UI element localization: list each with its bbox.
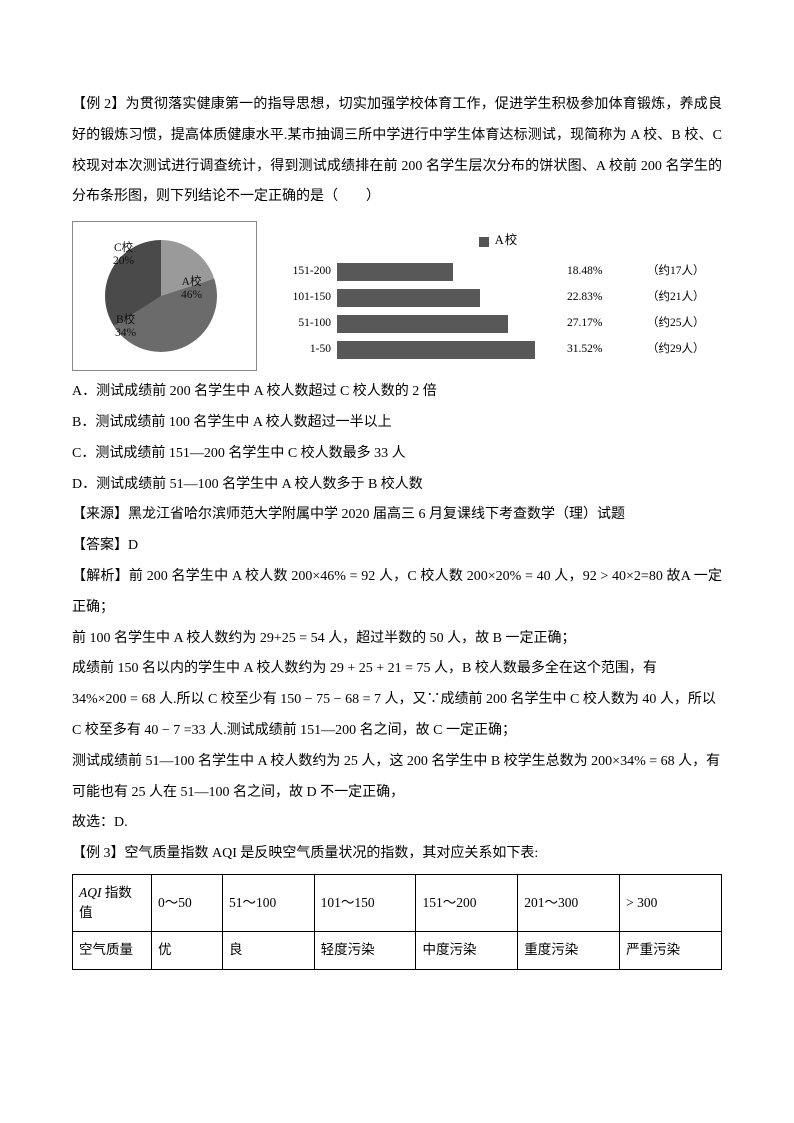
answer-line: 【答案】D <box>72 531 722 562</box>
charts-row: C校20% A校46% B校34% A校 151-200 18.48% （约17… <box>72 221 722 371</box>
bar-row: 1-50 31.52% （约29人） <box>275 339 722 361</box>
bar-rows: 151-200 18.48% （约17人） 101-150 22.83% （约2… <box>275 261 722 361</box>
option-c: C．测试成绩前 151—200 名学生中 C 校人数最多 33 人 <box>72 439 722 470</box>
explain-1: 【解析】前 200 名学生中 A 校人数 200×46% = 92 人，C 校人… <box>72 562 722 624</box>
explain-2: 前 100 名学生中 A 校人数约为 29+25 = 54 人，超过半数的 50… <box>72 624 722 655</box>
bar-chart-title: A校 <box>275 227 722 255</box>
bar-row: 151-200 18.48% （约17人） <box>275 261 722 283</box>
explain-4b: 可能也有 25 人在 51—100 名之间，故 D 不一定正确， <box>72 778 722 809</box>
bar-approx: （约17人） <box>647 259 705 284</box>
aqi-cell: 51～100 <box>223 874 315 932</box>
bar-chart: A校 151-200 18.48% （约17人） 101-150 22.83% … <box>275 227 722 365</box>
aqi-cell: 0～50 <box>152 874 223 932</box>
pie-label-b: B校34% <box>115 314 136 339</box>
bar-row: 51-100 27.17% （约25人） <box>275 313 722 335</box>
aqi-cell: > 300 <box>620 874 722 932</box>
bar-approx: （约29人） <box>647 337 705 362</box>
aqi-cell: 严重污染 <box>620 932 722 969</box>
example2-intro: 【例 2】为贯彻落实健康第一的指导思想，切实加强学校体育工作，促进学生积极参加体… <box>72 90 722 213</box>
bar-range: 51-100 <box>275 311 337 336</box>
option-a: A．测试成绩前 200 名学生中 A 校人数超过 C 校人数的 2 倍 <box>72 377 722 408</box>
bar-range: 151-200 <box>275 259 337 284</box>
aqi-head-1: AQI 指数值 <box>73 874 152 932</box>
explain-3b: 34%×200 = 68 人.所以 C 校至少有 150 − 75 − 68 =… <box>72 685 722 716</box>
pie-chart: C校20% A校46% B校34% <box>72 221 257 371</box>
explain-3a: 成绩前 150 名以内的学生中 A 校人数约为 29 + 25 + 21 = 7… <box>72 654 722 685</box>
aqi-head-2: 空气质量 <box>73 932 152 969</box>
option-b: B．测试成绩前 100 名学生中 A 校人数超过一半以上 <box>72 408 722 439</box>
aqi-cell: 中度污染 <box>416 932 518 969</box>
bar-approx: （约21人） <box>647 285 705 310</box>
bar-pct: 18.48% <box>567 259 621 284</box>
bar-approx: （约25人） <box>647 311 705 336</box>
aqi-cell: 151～200 <box>416 874 518 932</box>
aqi-cell: 优 <box>152 932 223 969</box>
bar-row: 101-150 22.83% （约21人） <box>275 287 722 309</box>
bar-pct: 22.83% <box>567 285 621 310</box>
aqi-cell: 101～150 <box>314 874 416 932</box>
bar-pct: 27.17% <box>567 311 621 336</box>
conclusion: 故选：D. <box>72 808 722 839</box>
bar-fill <box>337 289 480 307</box>
explain-3c: C 校至多有 40 − 7 =33 人.测试成绩前 151—200 名之间，故 … <box>72 716 722 747</box>
pie-label-c: C校20% <box>113 242 134 267</box>
bar-fill <box>337 341 535 359</box>
pie-label-a: A校46% <box>181 276 202 301</box>
bar-range: 1-50 <box>275 337 337 362</box>
bar-range: 101-150 <box>275 285 337 310</box>
option-d: D．测试成绩前 51—100 名学生中 A 校人数多于 B 校人数 <box>72 470 722 501</box>
aqi-cell: 良 <box>223 932 315 969</box>
bar-fill <box>337 263 453 281</box>
aqi-cell: 轻度污染 <box>314 932 416 969</box>
bar-pct: 31.52% <box>567 337 621 362</box>
table-row: AQI 指数值 0～50 51～100 101～150 151～200 201～… <box>73 874 722 932</box>
explain-4a: 测试成绩前 51—100 名学生中 A 校人数约为 25 人，这 200 名学生… <box>72 747 722 778</box>
aqi-cell: 重度污染 <box>518 932 620 969</box>
aqi-cell: 201～300 <box>518 874 620 932</box>
bar-fill <box>337 315 508 333</box>
source-line: 【来源】黑龙江省哈尔滨师范大学附属中学 2020 届高三 6 月复课线下考查数学… <box>72 500 722 531</box>
aqi-table: AQI 指数值 0～50 51～100 101～150 151～200 201～… <box>72 874 722 970</box>
example3-title: 【例 3】空气质量指数 AQI 是反映空气质量状况的指数，其对应关系如下表: <box>72 839 722 870</box>
table-row: 空气质量 优 良 轻度污染 中度污染 重度污染 严重污染 <box>73 932 722 969</box>
